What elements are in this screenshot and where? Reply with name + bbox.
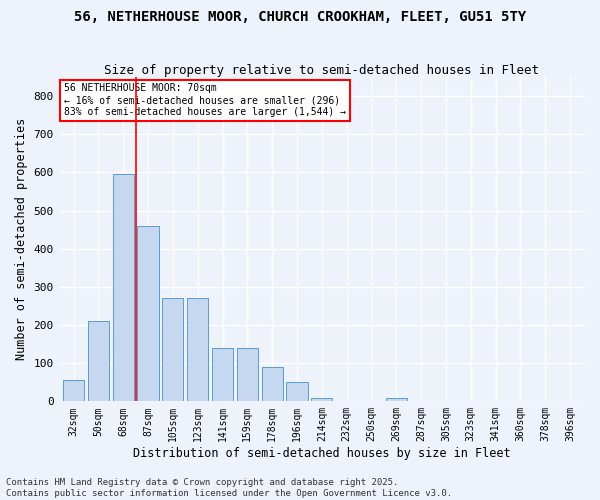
Text: 56 NETHERHOUSE MOOR: 70sqm
← 16% of semi-detached houses are smaller (296)
83% o: 56 NETHERHOUSE MOOR: 70sqm ← 16% of semi… (64, 84, 346, 116)
X-axis label: Distribution of semi-detached houses by size in Fleet: Distribution of semi-detached houses by … (133, 447, 511, 460)
Bar (212, 348, 233, 402)
Bar (286, 382, 308, 402)
Bar (113, 174, 134, 402)
Bar (386, 398, 407, 402)
Title: Size of property relative to semi-detached houses in Fleet: Size of property relative to semi-detach… (104, 64, 539, 77)
Bar (88, 321, 109, 402)
Text: Contains HM Land Registry data © Crown copyright and database right 2025.
Contai: Contains HM Land Registry data © Crown c… (6, 478, 452, 498)
Y-axis label: Number of semi-detached properties: Number of semi-detached properties (15, 118, 28, 360)
Bar (163, 298, 184, 402)
Bar (237, 348, 258, 402)
Bar (137, 226, 158, 402)
Bar (187, 298, 208, 402)
Bar (311, 398, 332, 402)
Text: 56, NETHERHOUSE MOOR, CHURCH CROOKHAM, FLEET, GU51 5TY: 56, NETHERHOUSE MOOR, CHURCH CROOKHAM, F… (74, 10, 526, 24)
Bar (63, 380, 84, 402)
Bar (262, 367, 283, 402)
